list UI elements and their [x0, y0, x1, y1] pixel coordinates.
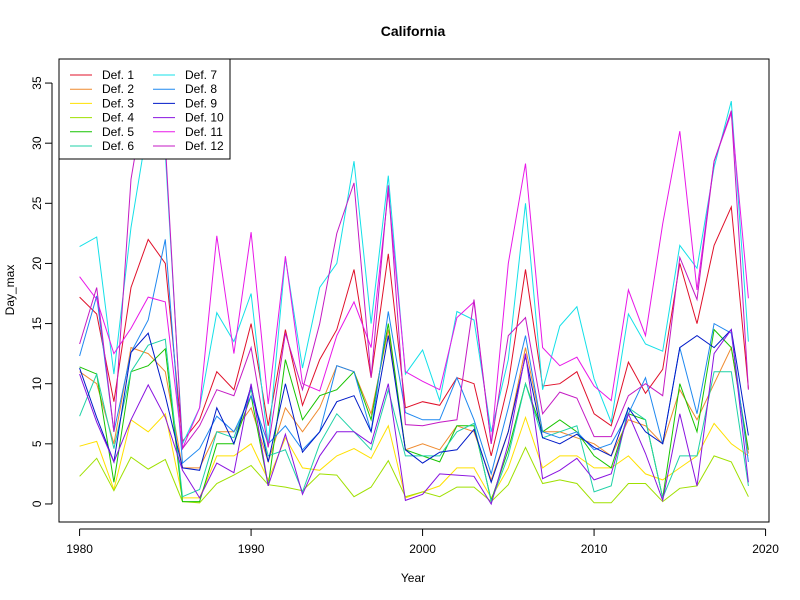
x-tick-label: 1980 — [66, 542, 93, 556]
y-tick-label: 20 — [30, 256, 44, 270]
series-line-10 — [79, 328, 749, 506]
legend-label: Def. 4 — [102, 111, 134, 125]
y-axis: 0 5 10 15 20 25 30 35 — [30, 76, 53, 507]
y-tick-label: 30 — [30, 136, 44, 150]
x-tick-label: 2010 — [581, 542, 608, 556]
x-axis: 1980 1990 2000 2010 2020 — [66, 528, 779, 556]
series-line-8 — [79, 239, 749, 476]
series-line-4 — [79, 446, 749, 504]
y-tick-label: 0 — [30, 500, 44, 507]
series-line-5 — [79, 323, 749, 503]
y-tick-label: 35 — [30, 76, 44, 90]
legend-label: Def. 9 — [185, 96, 217, 110]
x-tick-label: 2000 — [409, 542, 436, 556]
series-layer — [79, 76, 749, 506]
series-line-1 — [79, 204, 749, 457]
y-axis-label: Day_max — [3, 265, 17, 316]
plot-frame — [58, 58, 770, 523]
legend-label: Def. 3 — [102, 96, 134, 110]
x-tick-label: 1990 — [238, 542, 265, 556]
legend-label: Def. 10 — [185, 111, 224, 125]
x-axis-label: Year — [401, 571, 425, 585]
legend-label: Def. 7 — [185, 68, 217, 82]
legend-box — [58, 58, 231, 160]
chart-title: California — [381, 23, 446, 39]
y-tick-label: 5 — [30, 440, 44, 447]
legend-label: Def. 6 — [102, 139, 134, 153]
y-tick-label: 25 — [30, 196, 44, 210]
legend-label: Def. 8 — [185, 82, 217, 96]
legend-label: Def. 5 — [102, 125, 134, 139]
y-tick-label: 15 — [30, 317, 44, 331]
legend-label: Def. 1 — [102, 68, 134, 82]
x-tick-label: 2020 — [752, 542, 779, 556]
series-line-6 — [79, 338, 749, 504]
series-line-2 — [79, 329, 749, 482]
y-tick-label: 10 — [30, 377, 44, 391]
series-line-7 — [79, 100, 749, 446]
series-line-12 — [79, 76, 749, 450]
legend-label: Def. 2 — [102, 82, 134, 96]
legend-label: Def. 11 — [185, 125, 223, 139]
legend-label: Def. 12 — [185, 139, 224, 153]
series-line-9 — [79, 328, 749, 484]
series-line-11 — [79, 112, 749, 451]
series-line-3 — [79, 412, 749, 499]
